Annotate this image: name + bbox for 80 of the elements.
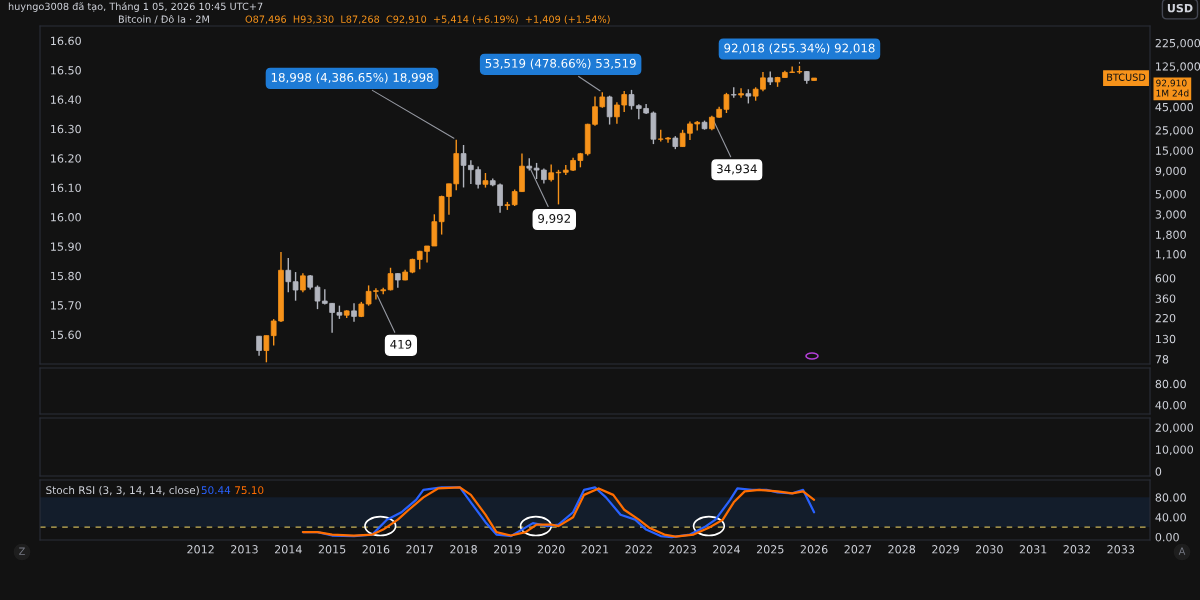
text: 92,910 1M 24d bbox=[1156, 79, 1189, 97]
x-tick-label: 2015 bbox=[318, 545, 346, 554]
y2-tick-label: 16.10 bbox=[51, 183, 81, 193]
y-tick-label: 225,000 bbox=[1155, 38, 1200, 49]
x-tick-label: 2021 bbox=[581, 545, 609, 554]
x-tick-label: 2019 bbox=[494, 545, 521, 554]
y-tick-label: 78 bbox=[1155, 355, 1169, 364]
y-tick-label: 1,800 bbox=[1156, 230, 1186, 241]
candlestick bbox=[351, 302, 357, 323]
y2-tick-label: 15.70 bbox=[51, 301, 81, 310]
x-tick-label: 2029 bbox=[932, 545, 959, 554]
y-tick-label: 360 bbox=[1155, 294, 1176, 303]
annotation: 34,934 bbox=[717, 164, 757, 175]
y-axis-title: USD bbox=[1167, 3, 1193, 13]
y2-tick-label: 16.60 bbox=[51, 36, 81, 46]
annotation: 53,519 (478.66%) 53,519 bbox=[485, 58, 636, 70]
text: 75.10 bbox=[235, 486, 264, 495]
chart-subtitle: O87,496 H93,330 L87,268 C92,910 +5,414 (+6.19%) +1,409 (+1.54%) bbox=[245, 15, 610, 24]
y-tick-label: 130 bbox=[1156, 334, 1176, 344]
y-tick-label: 80.00 bbox=[1155, 379, 1186, 389]
x-tick-label: 2022 bbox=[625, 545, 652, 554]
chart-title: Bitcoin / Đô la · 2M bbox=[118, 14, 209, 24]
text: 50.44 bbox=[201, 486, 231, 495]
y-tick-label: 600 bbox=[1155, 274, 1176, 283]
y-tick-label: 40.00 bbox=[1155, 400, 1186, 410]
text: Stoch RSI (3, 3, 14, 14, close) bbox=[46, 486, 199, 496]
y-tick-label: 0 bbox=[1155, 467, 1162, 476]
x-tick-label: 2020 bbox=[537, 545, 565, 554]
y-tick-label: 9,000 bbox=[1155, 166, 1186, 177]
y-tick-label: 80.00 bbox=[1155, 493, 1186, 502]
x-tick-label: 2025 bbox=[756, 545, 784, 554]
y-tick-label: 1,100 bbox=[1156, 250, 1186, 260]
y-tick-label: 0.00 bbox=[1155, 533, 1179, 542]
x-tick-label: 2017 bbox=[406, 545, 433, 554]
y-tick-label: 40.00 bbox=[1155, 513, 1186, 522]
x-tick-label: 2030 bbox=[976, 545, 1003, 554]
annotation: 92,018 (255.34%) 92,018 bbox=[724, 43, 875, 54]
x-tick-label: 2032 bbox=[1063, 545, 1090, 554]
x-tick-label: 2026 bbox=[800, 545, 828, 554]
y-tick-label: 10,000 bbox=[1156, 445, 1193, 455]
y2-tick-label: 16.00 bbox=[51, 213, 81, 222]
y-tick-label: 220 bbox=[1155, 313, 1176, 323]
annotation: BTCUSD bbox=[1107, 73, 1146, 81]
x-tick-label: 2023 bbox=[669, 545, 696, 554]
text: A bbox=[1178, 547, 1186, 555]
x-tick-label: 2024 bbox=[713, 545, 740, 554]
candlestick bbox=[292, 271, 299, 302]
y2-tick-label: 15.80 bbox=[51, 271, 81, 281]
y2-tick-label: 16.20 bbox=[51, 154, 81, 163]
y-tick-label: 20,000 bbox=[1155, 423, 1193, 433]
candlestick bbox=[606, 94, 613, 126]
candlestick bbox=[263, 334, 270, 364]
x-tick-label: 2013 bbox=[231, 545, 258, 554]
x-tick-label: 2012 bbox=[187, 545, 214, 554]
annotation: 18,998 (4,386.65%) 18,998 bbox=[271, 72, 433, 84]
y-tick-label: 125,000 bbox=[1156, 62, 1200, 72]
y-tick-label: 5,000 bbox=[1155, 190, 1186, 200]
annotation: 419 bbox=[390, 339, 412, 349]
text: huyngo3008 đã tạo, Tháng 1 05, 2026 10:45 UTC+7 bbox=[8, 2, 263, 12]
y2-tick-label: 15.60 bbox=[51, 330, 81, 339]
x-tick-label: 2028 bbox=[888, 545, 916, 554]
candlestick bbox=[285, 257, 292, 294]
text: Z bbox=[19, 547, 25, 555]
y-tick-label: 3,000 bbox=[1155, 210, 1186, 220]
annotation: 9,992 bbox=[538, 213, 570, 225]
x-tick-label: 2033 bbox=[1107, 545, 1135, 554]
y2-tick-label: 16.30 bbox=[51, 124, 81, 134]
y-tick-label: 25,000 bbox=[1155, 126, 1193, 136]
x-tick-label: 2031 bbox=[1019, 545, 1047, 554]
y-tick-label: 45,000 bbox=[1155, 102, 1193, 113]
x-tick-label: 2016 bbox=[362, 545, 390, 554]
candlestick bbox=[738, 87, 744, 99]
y2-tick-label: 16.50 bbox=[51, 66, 81, 75]
y2-tick-label: 15.90 bbox=[51, 242, 81, 251]
y-tick-label: 15,000 bbox=[1156, 146, 1193, 156]
candlestick bbox=[300, 272, 306, 294]
x-tick-label: 2014 bbox=[274, 545, 302, 554]
x-tick-label: 2018 bbox=[450, 545, 477, 554]
x-tick-label: 2027 bbox=[844, 545, 872, 554]
y2-tick-label: 16.40 bbox=[51, 95, 81, 104]
